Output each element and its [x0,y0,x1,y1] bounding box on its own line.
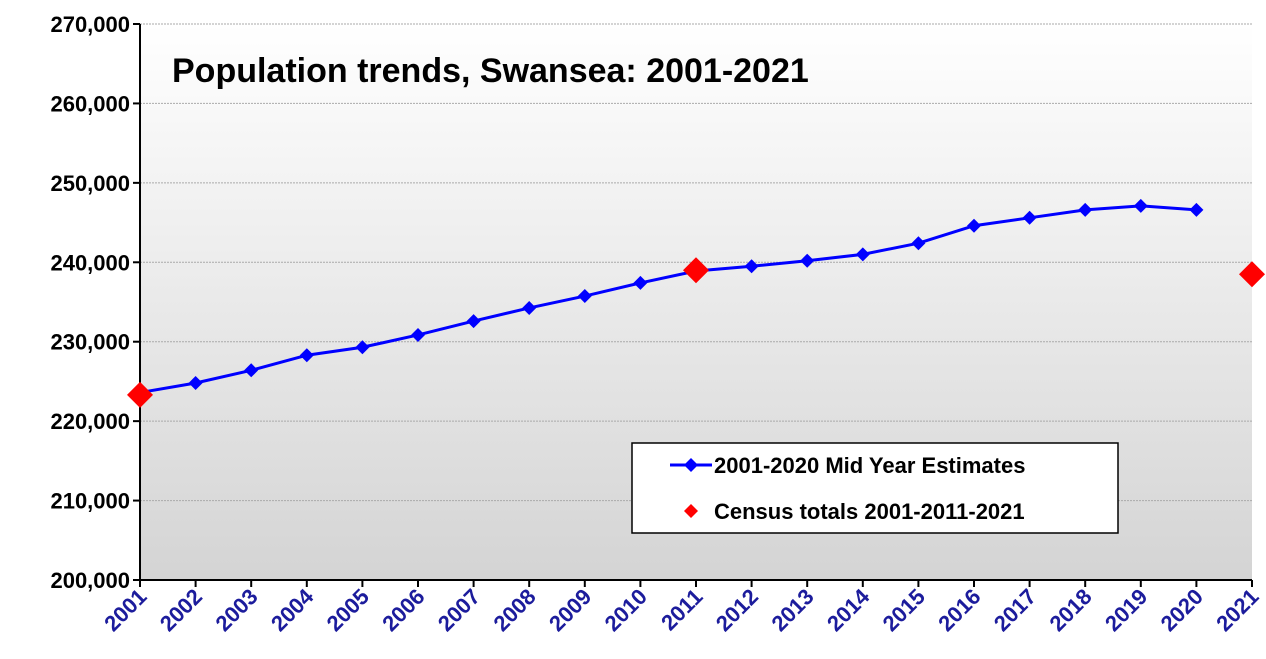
x-tick-label: 2021 [1211,584,1263,636]
marker [244,363,259,378]
marker [1078,202,1093,217]
x-tick-label: 2019 [1100,584,1152,636]
y-tick-label: 250,000 [50,171,130,196]
x-tick-label: 2011 [656,584,707,635]
y-tick-label: 270,000 [50,12,130,37]
marker [577,289,592,304]
marker [633,275,648,290]
x-tick-label: 2002 [155,584,207,636]
marker [855,247,870,262]
x-tick-label: 2006 [377,584,429,636]
y-tick-label: 230,000 [50,330,130,355]
x-tick-label: 2013 [766,584,818,636]
x-tick-label: 2012 [711,584,763,636]
y-tick-label: 200,000 [50,568,130,593]
x-tick-label: 2016 [933,584,985,636]
x-tick-label: 2008 [488,584,540,636]
x-tick-label: 2009 [544,584,596,636]
y-tick-label: 240,000 [50,250,130,275]
marker [1239,261,1265,288]
marker [355,340,370,355]
marker [127,381,153,408]
x-tick-label: 2017 [989,584,1041,636]
series-line [139,204,1197,395]
marker [466,314,481,329]
chart-title: Population trends, Swansea: 2001-2021 [172,52,809,90]
legend-marker [684,458,698,472]
y-tick-label: 210,000 [50,489,130,514]
legend-box [631,442,1119,534]
x-tick-label: 2007 [433,584,485,636]
marker [1189,202,1204,217]
x-tick-label: 2005 [322,584,374,636]
x-tick-label: 2015 [878,584,930,636]
marker [1022,210,1037,225]
marker [911,236,926,251]
x-tick-label: 2014 [822,583,875,636]
marker [411,327,425,342]
x-tick-label: 2018 [1044,584,1096,636]
legend-marker [684,504,698,518]
x-tick-label: 2010 [600,584,652,636]
marker [188,376,203,391]
marker [967,218,981,233]
marker [522,300,537,315]
marker [744,259,759,274]
y-tick-label: 260,000 [50,91,130,116]
x-tick-label: 2020 [1156,584,1208,636]
x-tick-label: 2003 [210,584,262,636]
y-tick-label: 220,000 [50,409,130,434]
marker [1133,198,1148,213]
marker [800,253,815,268]
legend-label: 2001-2020 Mid Year Estimates [714,453,1025,478]
marker [683,257,709,284]
x-tick-label: 2004 [266,583,319,636]
marker [299,348,314,363]
legend-label: Census totals 2001-2011-2021 [714,499,1025,524]
